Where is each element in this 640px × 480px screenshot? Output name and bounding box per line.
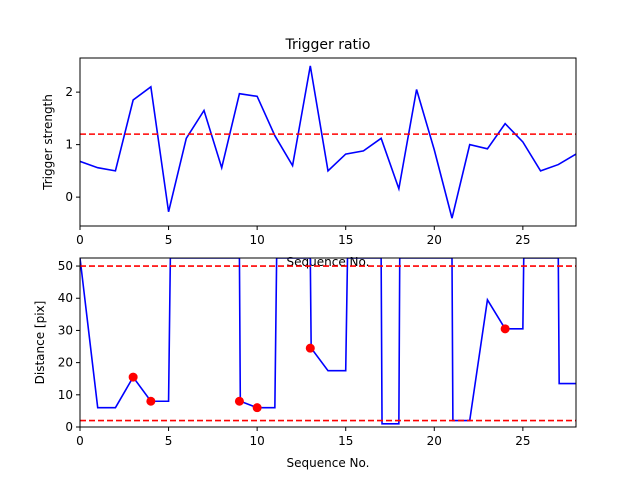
x-tick-label: 0 bbox=[76, 434, 84, 448]
data-point bbox=[500, 324, 510, 334]
y-tick-label: 0 bbox=[65, 190, 73, 204]
y-tick-label: 10 bbox=[58, 388, 73, 402]
series-line bbox=[80, 65, 576, 219]
x-tick-label: 15 bbox=[338, 434, 353, 448]
x-tick-label: 0 bbox=[76, 233, 84, 247]
y-tick-label: 30 bbox=[58, 323, 73, 337]
data-point bbox=[146, 396, 156, 406]
y-tick-label: 0 bbox=[65, 420, 73, 434]
chart-title: Trigger ratio bbox=[284, 37, 370, 53]
x-tick-label: 20 bbox=[427, 233, 442, 247]
x-axis-label: Sequence No. bbox=[287, 456, 370, 470]
chart-distance: 0 5 10 15 20 25 0 10 20 30 40 50 Sequence No. Distanc… bbox=[33, 257, 577, 470]
x-tick-label: 25 bbox=[515, 233, 530, 247]
y-tick-label: 50 bbox=[58, 259, 73, 273]
y-tick-label: 20 bbox=[58, 356, 73, 370]
x-tick-label: 5 bbox=[165, 233, 173, 247]
data-point bbox=[234, 396, 244, 406]
axes-frame bbox=[79, 57, 577, 227]
axes-frame bbox=[79, 257, 577, 428]
chart-trigger-ratio: 0 5 10 15 20 25 0 1 2 Sequence No. Trigger strengt… bbox=[41, 37, 577, 269]
data-point bbox=[128, 372, 138, 382]
plot-area bbox=[80, 258, 576, 425]
x-tick-label: 5 bbox=[165, 434, 173, 448]
data-point bbox=[252, 403, 262, 413]
x-tick-label: 20 bbox=[427, 434, 442, 448]
x-tick-label: 10 bbox=[250, 434, 265, 448]
y-tick-label: 2 bbox=[65, 85, 73, 99]
plot-area bbox=[80, 65, 576, 219]
x-axis-label: Sequence No. bbox=[287, 255, 370, 269]
y-axis-label: Trigger strength bbox=[41, 94, 55, 191]
x-tick-label: 25 bbox=[515, 434, 530, 448]
y-tick-label: 40 bbox=[58, 291, 73, 305]
data-point bbox=[305, 343, 315, 353]
y-axis-label: Distance [pix] bbox=[33, 301, 47, 385]
x-tick-label: 10 bbox=[250, 233, 265, 247]
y-tick-label: 1 bbox=[65, 138, 73, 152]
x-tick-label: 15 bbox=[338, 233, 353, 247]
